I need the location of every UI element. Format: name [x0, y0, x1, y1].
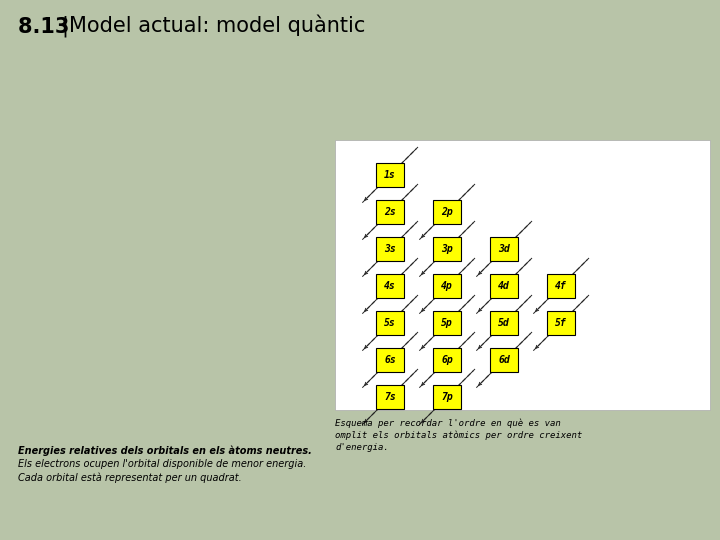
Text: Energies relatives dels orbitals en els àtoms neutres.: Energies relatives dels orbitals en els … [18, 445, 312, 456]
Bar [490, 237, 518, 261]
Bar [433, 311, 461, 335]
Text: 4d: 4d [498, 281, 510, 291]
Text: Els electrons ocupen l'orbital disponible de menor energia.
Cada orbital està re: Els electrons ocupen l'orbital disponibl… [18, 459, 307, 483]
Text: 4f: 4f [555, 281, 567, 291]
Text: 1s: 1s [384, 170, 396, 180]
Bar [547, 311, 575, 335]
Text: 3p: 3p [441, 244, 453, 254]
Bar [490, 348, 518, 372]
Bar [433, 274, 461, 298]
Text: Esquema per recordar l'ordre en què es van
omplit els orbitals atòmics per ordre: Esquema per recordar l'ordre en què es v… [335, 418, 582, 452]
Text: 2p: 2p [441, 207, 453, 217]
Text: 5d: 5d [498, 318, 510, 328]
Text: 3s: 3s [384, 244, 396, 254]
Text: 2s: 2s [384, 207, 396, 217]
Bar [376, 163, 404, 187]
Text: 7s: 7s [384, 392, 396, 402]
Bar [376, 385, 404, 409]
Bar [490, 274, 518, 298]
Bar [376, 274, 404, 298]
Text: 5s: 5s [384, 318, 396, 328]
Bar [433, 200, 461, 224]
Bar [376, 200, 404, 224]
Bar [376, 348, 404, 372]
Text: 6p: 6p [441, 355, 453, 365]
Text: 6s: 6s [384, 355, 396, 365]
Bar [433, 237, 461, 261]
Text: 4s: 4s [384, 281, 396, 291]
Bar [490, 311, 518, 335]
Bar [335, 140, 710, 410]
Text: 7p: 7p [441, 392, 453, 402]
Bar [547, 274, 575, 298]
Text: 5p: 5p [441, 318, 453, 328]
Text: 6d: 6d [498, 355, 510, 365]
Text: 5f: 5f [555, 318, 567, 328]
Text: 4p: 4p [441, 281, 453, 291]
Bar [376, 237, 404, 261]
Text: 8.13: 8.13 [18, 17, 76, 37]
Bar [376, 311, 404, 335]
Bar [433, 348, 461, 372]
Text: 3d: 3d [498, 244, 510, 254]
Text: |Model actual: model quàntic: |Model actual: model quàntic [62, 16, 365, 38]
Bar [433, 385, 461, 409]
